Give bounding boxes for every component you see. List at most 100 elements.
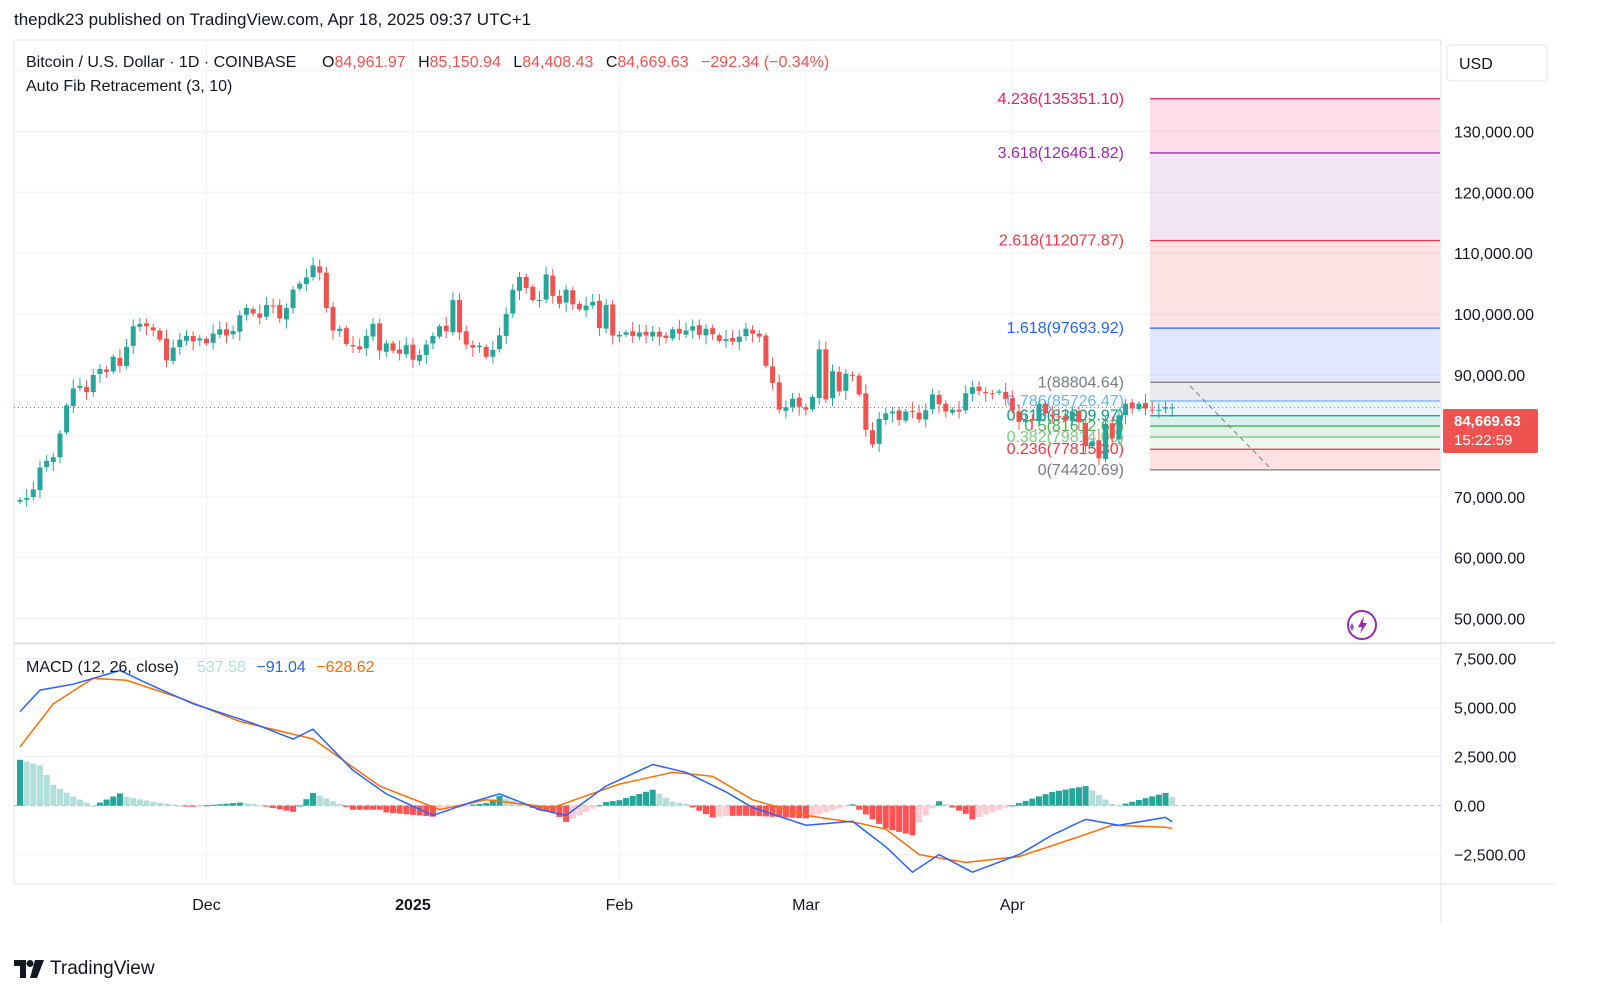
change-value: −292.34 (−0.34%) xyxy=(701,54,829,71)
fib-zone xyxy=(1150,328,1440,383)
candle-body xyxy=(1156,409,1162,411)
macd-histogram-bar xyxy=(363,805,370,810)
macd-histogram-bar xyxy=(749,805,756,816)
macd-histogram-bar xyxy=(156,802,163,806)
macd-histogram-bar xyxy=(663,797,670,806)
indicator-label[interactable]: Auto Fib Retracement (3, 10) xyxy=(26,78,232,95)
macd-histogram-bar xyxy=(836,805,843,809)
candle-body xyxy=(1136,403,1142,410)
candle-body xyxy=(64,405,70,433)
macd-histogram-bar xyxy=(922,805,929,816)
macd-histogram-bar xyxy=(549,805,556,813)
candle-body xyxy=(410,344,416,360)
macd-legend-label[interactable]: MACD (12, 26, close) xyxy=(26,659,179,676)
macd-histogram-bar xyxy=(76,799,83,806)
candle-body xyxy=(710,328,716,335)
candle-body xyxy=(736,336,742,343)
macd-histogram-bar xyxy=(310,792,317,806)
fib-level-label: 1.618(97693.92) xyxy=(1007,320,1124,337)
macd-histogram-bar xyxy=(543,805,550,812)
candle-body xyxy=(210,333,216,343)
candle-body xyxy=(150,327,156,331)
candle-body xyxy=(836,371,842,392)
candle-body xyxy=(543,274,549,300)
candle-body xyxy=(277,305,283,319)
candle-body xyxy=(144,323,150,327)
macd-histogram-bar xyxy=(1135,800,1142,806)
macd-histogram-bar xyxy=(216,804,223,806)
macd-histogram-bar xyxy=(969,805,976,820)
candle-body xyxy=(170,347,176,361)
macd-pane-frame[interactable] xyxy=(13,643,1442,885)
candle-body xyxy=(30,489,36,497)
macd-histogram-bar xyxy=(869,805,876,820)
macd-histogram-bar xyxy=(556,805,563,817)
macd-histogram-bar xyxy=(476,803,483,806)
candle-body xyxy=(257,313,263,318)
macd-histogram-bar xyxy=(896,805,903,832)
macd-histogram-bar xyxy=(709,805,716,818)
macd-histogram-bar xyxy=(276,805,283,810)
low-label: L xyxy=(513,54,522,71)
ohlc-readout: O84,961.97 H85,150.94 L84,408.43 C84,669… xyxy=(322,54,829,71)
candle-body xyxy=(810,396,816,410)
candle-body xyxy=(889,411,895,414)
candle-body xyxy=(630,331,636,337)
candle-body xyxy=(403,345,409,355)
candle-body xyxy=(490,350,496,357)
price-axis: 50,000.0060,000.0070,000.0080,000.0090,0… xyxy=(1454,63,1534,864)
candle-body xyxy=(830,371,836,399)
candle-body xyxy=(850,374,855,376)
macd-histogram-bar xyxy=(689,805,696,808)
candle-body xyxy=(923,410,929,420)
fib-level-label: 1(88804.64) xyxy=(1038,374,1124,391)
macd-signal-value: −628.62 xyxy=(316,659,374,676)
candle-body xyxy=(397,349,403,354)
candle-body xyxy=(963,393,969,411)
candle-body xyxy=(696,325,702,335)
candle-body xyxy=(1003,391,1009,399)
high-value: 85,150.94 xyxy=(430,54,501,71)
symbol-title[interactable]: Bitcoin / U.S. Dollar · 1D · COINBASE xyxy=(26,54,296,71)
fib-zone xyxy=(1150,426,1440,438)
macd-histogram-bar xyxy=(36,765,43,806)
flash-icon[interactable] xyxy=(1347,610,1377,640)
candle-body xyxy=(190,336,196,342)
candle-body xyxy=(1009,398,1015,411)
macd-histogram-bar xyxy=(876,805,883,824)
macd-legend-values: 537.58 −91.04 −628.62 xyxy=(197,659,375,676)
macd-histogram-bar xyxy=(103,799,110,806)
candle-body xyxy=(790,398,796,408)
macd-histogram-bar xyxy=(443,805,450,810)
macd-histogram-bar xyxy=(1029,798,1036,806)
macd-histogram-bar xyxy=(136,799,143,806)
candle-body xyxy=(1109,423,1115,439)
macd-histogram-bar xyxy=(436,805,443,811)
candle-body xyxy=(457,300,463,333)
candle-body xyxy=(776,382,782,410)
macd-histogram-bar xyxy=(110,796,117,806)
candle-body xyxy=(350,345,356,347)
candle-body xyxy=(417,354,423,361)
candle-body xyxy=(124,346,130,366)
time-tick-label: Mar xyxy=(792,897,820,914)
macd-histogram-bar xyxy=(1089,790,1096,806)
macd-histogram-bar xyxy=(1062,789,1069,806)
macd-histogram-bar xyxy=(616,800,623,806)
candle-body xyxy=(1029,418,1035,421)
candle-body xyxy=(989,393,995,395)
macd-histogram-bar xyxy=(769,805,776,817)
macd-histogram-bar xyxy=(989,805,996,813)
macd-histogram-bar xyxy=(1169,797,1176,806)
currency-button[interactable]: USD xyxy=(1446,44,1548,82)
tradingview-logo[interactable]: TradingView xyxy=(14,958,155,980)
candle-body xyxy=(104,369,110,372)
candle-body xyxy=(110,356,116,372)
candle-body xyxy=(97,368,103,374)
macd-histogram-bar xyxy=(523,805,530,807)
macd-histogram-bar xyxy=(483,803,490,806)
macd-histogram-bar xyxy=(143,800,150,806)
candle-body xyxy=(956,409,962,412)
candle-body xyxy=(1089,441,1095,447)
